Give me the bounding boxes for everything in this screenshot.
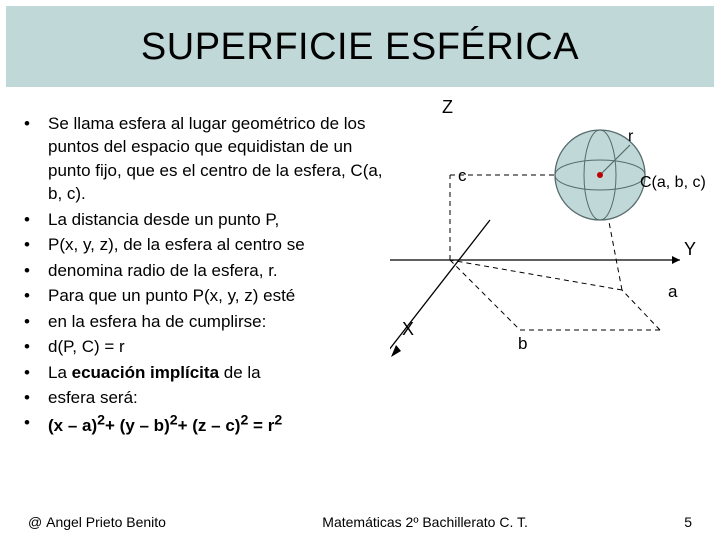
list-item: •(x – a)2+ (y – b)2+ (z – c)2 = r2	[24, 411, 394, 437]
label-a: a	[668, 282, 678, 301]
axis-label-z: Z	[442, 97, 453, 117]
bullet-text: La ecuación implícita de la	[48, 361, 394, 384]
axis-label-x: X	[402, 319, 414, 339]
equation-text: (x – a)2+ (y – b)2+ (z – c)2 = r2	[48, 411, 394, 437]
label-b: b	[518, 334, 527, 353]
list-item: •d(P, C) = r	[24, 335, 394, 358]
list-item: •denomina radio de la esfera, r.	[24, 259, 394, 282]
bullet-list: •Se llama esfera al lugar geométrico de …	[24, 112, 394, 438]
bullet-text: esfera será:	[48, 386, 394, 409]
list-item: •Se llama esfera al lugar geométrico de …	[24, 112, 394, 206]
axis-label-y: Y	[684, 239, 696, 259]
arrow-icon	[672, 256, 680, 264]
footer-page: 5	[684, 514, 692, 530]
bullet-text: Se llama esfera al lugar geométrico de l…	[48, 112, 394, 206]
list-item: •La ecuación implícita de la	[24, 361, 394, 384]
arrow-icon	[391, 345, 401, 357]
dashed-line	[450, 260, 520, 330]
label-r: r	[628, 128, 634, 145]
title-bar: SUPERFICIE ESFÉRICA	[6, 6, 714, 87]
sphere-diagram: Z Y X c r C(a, b, c) a b	[390, 95, 710, 405]
author-name: Angel Prieto Benito	[46, 514, 166, 530]
bullet-text: Para que un punto P(x, y, z) esté	[48, 284, 394, 307]
bullet-text: en la esfera ha de cumplirse:	[48, 310, 394, 333]
bullet-text: d(P, C) = r	[48, 335, 394, 358]
bullet-text: denomina radio de la esfera, r.	[48, 259, 394, 282]
footer-course: Matemáticas 2º Bachillerato C. T.	[166, 514, 684, 530]
footer: @ Angel Prieto Benito Matemáticas 2º Bac…	[0, 514, 720, 530]
page-title: SUPERFICIE ESFÉRICA	[16, 26, 704, 69]
list-item: •P(x, y, z), de la esfera al centro se	[24, 233, 394, 256]
list-item: •La distancia desde un punto P,	[24, 208, 394, 231]
list-item: •en la esfera ha de cumplirse:	[24, 310, 394, 333]
list-item: •Para que un punto P(x, y, z) esté	[24, 284, 394, 307]
at-icon: @	[28, 514, 42, 530]
diagram-svg: Z Y X c r C(a, b, c) a b	[390, 95, 710, 405]
bullet-text: P(x, y, z), de la esfera al centro se	[48, 233, 394, 256]
bullet-text: La distancia desde un punto P,	[48, 208, 394, 231]
label-c: c	[458, 166, 467, 185]
list-item: •esfera será:	[24, 386, 394, 409]
dashed-line	[622, 290, 660, 330]
footer-author: @ Angel Prieto Benito	[28, 514, 166, 530]
content-area: •Se llama esfera al lugar geométrico de …	[0, 87, 720, 438]
label-center: C(a, b, c)	[640, 174, 706, 191]
